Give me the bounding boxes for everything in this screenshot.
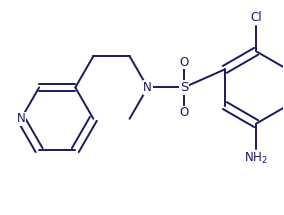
Text: O: O (179, 56, 189, 69)
Text: O: O (179, 106, 189, 119)
Text: NH$_2$: NH$_2$ (244, 151, 268, 166)
Text: N: N (17, 112, 25, 125)
Text: Cl: Cl (250, 11, 262, 24)
Text: S: S (180, 81, 188, 94)
Text: N: N (143, 81, 152, 94)
